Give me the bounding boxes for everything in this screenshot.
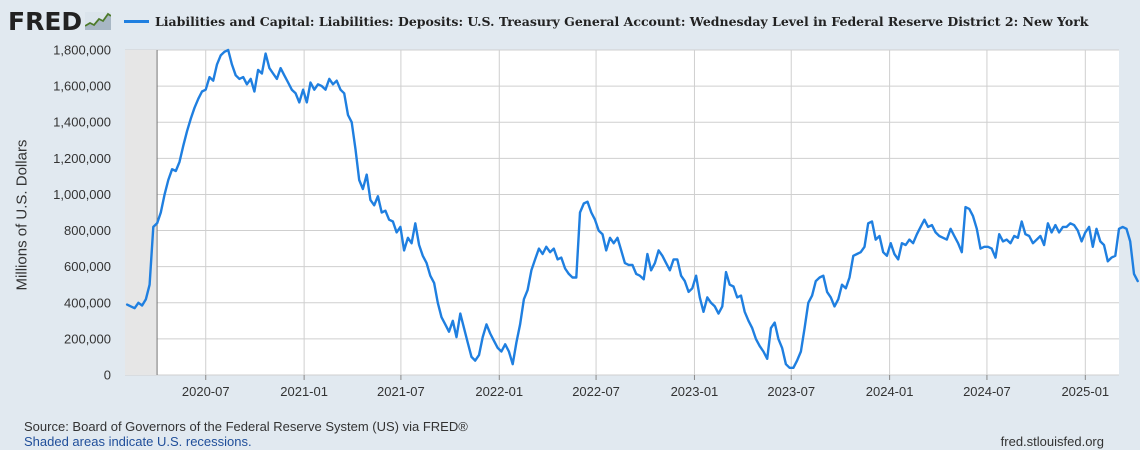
x-tick-label: 2020-07 bbox=[182, 384, 230, 399]
sparkline-chart-icon bbox=[85, 12, 112, 30]
chart-legend: Liabilities and Capital: Liabilities: De… bbox=[124, 10, 1088, 32]
recession-band bbox=[125, 50, 158, 375]
x-tick-label: 2022-01 bbox=[475, 384, 523, 399]
recession-note[interactable]: Shaded areas indicate U.S. recessions. bbox=[24, 434, 252, 449]
fred-logo-text: FRED bbox=[8, 6, 83, 36]
y-tick-label: 1,800,000 bbox=[53, 43, 111, 58]
y-tick-label: 1,200,000 bbox=[53, 151, 111, 166]
x-tick-label: 2023-01 bbox=[671, 384, 719, 399]
legend-swatch bbox=[124, 19, 149, 23]
x-tick-label: 2025-01 bbox=[1061, 384, 1109, 399]
y-tick-label: 800,000 bbox=[64, 223, 111, 238]
x-tick-label: 2024-07 bbox=[963, 384, 1011, 399]
x-tick-label: 2021-07 bbox=[377, 384, 425, 399]
y-tick-label: 600,000 bbox=[64, 259, 111, 274]
source-text: Source: Board of Governors of the Federa… bbox=[24, 419, 468, 434]
y-tick-label: 0 bbox=[104, 368, 111, 383]
chart-title: Liabilities and Capital: Liabilities: De… bbox=[155, 13, 1089, 29]
series-line[interactable] bbox=[125, 48, 1139, 369]
x-tick-label: 2021-01 bbox=[280, 384, 328, 399]
x-tick-label: 2024-01 bbox=[866, 384, 914, 399]
y-tick-label: 1,600,000 bbox=[53, 79, 111, 94]
y-tick-label: 200,000 bbox=[64, 331, 111, 346]
y-tick-label: 1,400,000 bbox=[53, 115, 111, 130]
x-tick-label: 2023-07 bbox=[767, 384, 815, 399]
y-tick-label: 400,000 bbox=[64, 295, 111, 310]
y-tick-label: 1,000,000 bbox=[53, 187, 111, 202]
x-tick-label: 2022-07 bbox=[572, 384, 620, 399]
site-link[interactable]: fred.stlouisfed.org bbox=[1000, 434, 1104, 449]
chart-footer: Source: Board of Governors of the Federa… bbox=[24, 419, 468, 449]
plot-area bbox=[125, 50, 1119, 375]
fred-logo[interactable]: FRED bbox=[8, 6, 112, 36]
